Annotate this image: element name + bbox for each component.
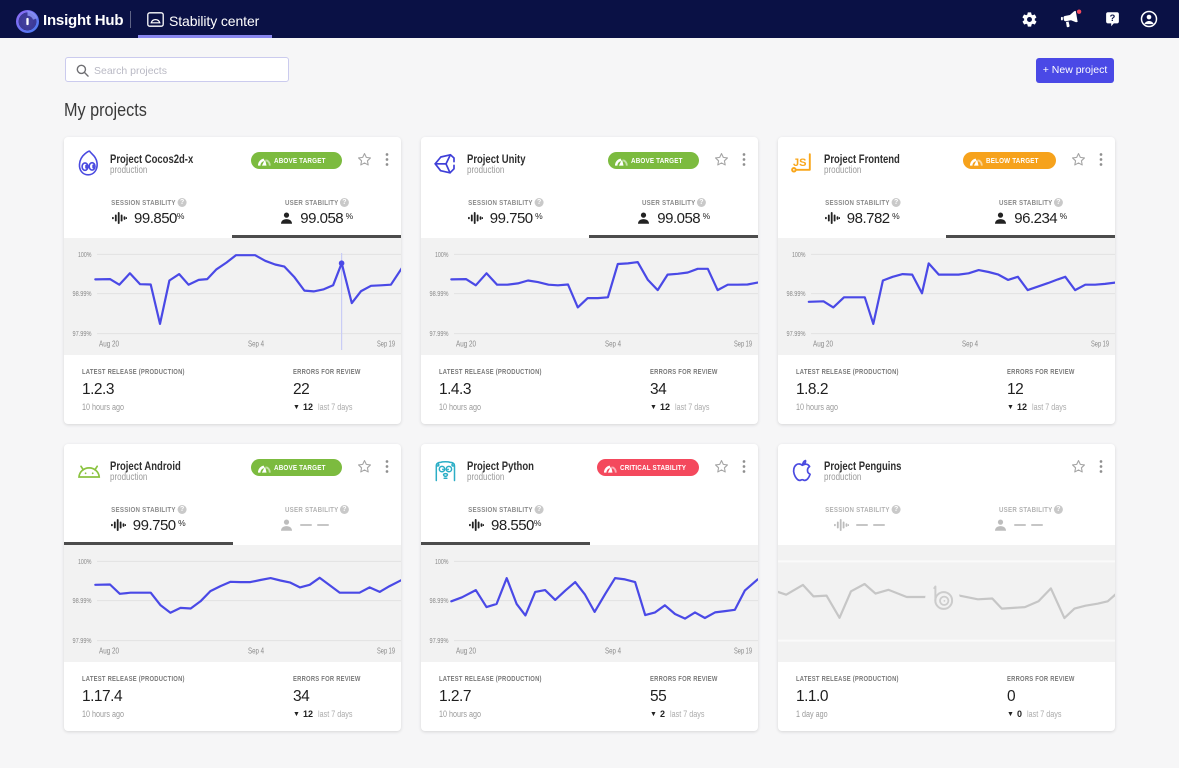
svg-text:98.99%: 98.99% <box>787 289 806 298</box>
svg-text:Sep 19: Sep 19 <box>377 646 395 656</box>
svg-text:98.99%: 98.99% <box>430 596 449 605</box>
svg-text:Aug 20: Aug 20 <box>99 646 119 656</box>
svg-text:Aug 20: Aug 20 <box>99 339 119 349</box>
svg-text:Sep 4: Sep 4 <box>248 339 264 349</box>
svg-text:Aug 20: Aug 20 <box>456 339 476 349</box>
svg-text:97.99%: 97.99% <box>430 636 449 645</box>
svg-text:Sep 4: Sep 4 <box>605 646 621 656</box>
svg-text:Aug 20: Aug 20 <box>813 339 833 349</box>
svg-text:Sep 19: Sep 19 <box>734 339 752 349</box>
svg-text:100%: 100% <box>435 250 449 259</box>
svg-text:98.99%: 98.99% <box>73 289 92 298</box>
svg-text:Aug 20: Aug 20 <box>456 646 476 656</box>
svg-text:100%: 100% <box>78 250 92 259</box>
svg-text:97.99%: 97.99% <box>73 636 92 645</box>
svg-text:Sep 19: Sep 19 <box>1091 339 1109 349</box>
svg-text:97.99%: 97.99% <box>73 329 92 338</box>
svg-text:Sep 19: Sep 19 <box>734 646 752 656</box>
svg-text:Sep 19: Sep 19 <box>377 339 395 349</box>
svg-text:97.99%: 97.99% <box>430 329 449 338</box>
svg-text:98.99%: 98.99% <box>430 289 449 298</box>
svg-text:?: ? <box>1110 13 1116 23</box>
svg-text:98.99%: 98.99% <box>73 596 92 605</box>
svg-text:Sep 4: Sep 4 <box>248 646 264 656</box>
svg-text:Sep 4: Sep 4 <box>962 339 978 349</box>
svg-text:100%: 100% <box>78 557 92 566</box>
svg-text:100%: 100% <box>792 250 806 259</box>
svg-text:97.99%: 97.99% <box>787 329 806 338</box>
svg-text:Sep 4: Sep 4 <box>605 339 621 349</box>
svg-text:JS: JS <box>793 157 806 169</box>
svg-text:100%: 100% <box>435 557 449 566</box>
